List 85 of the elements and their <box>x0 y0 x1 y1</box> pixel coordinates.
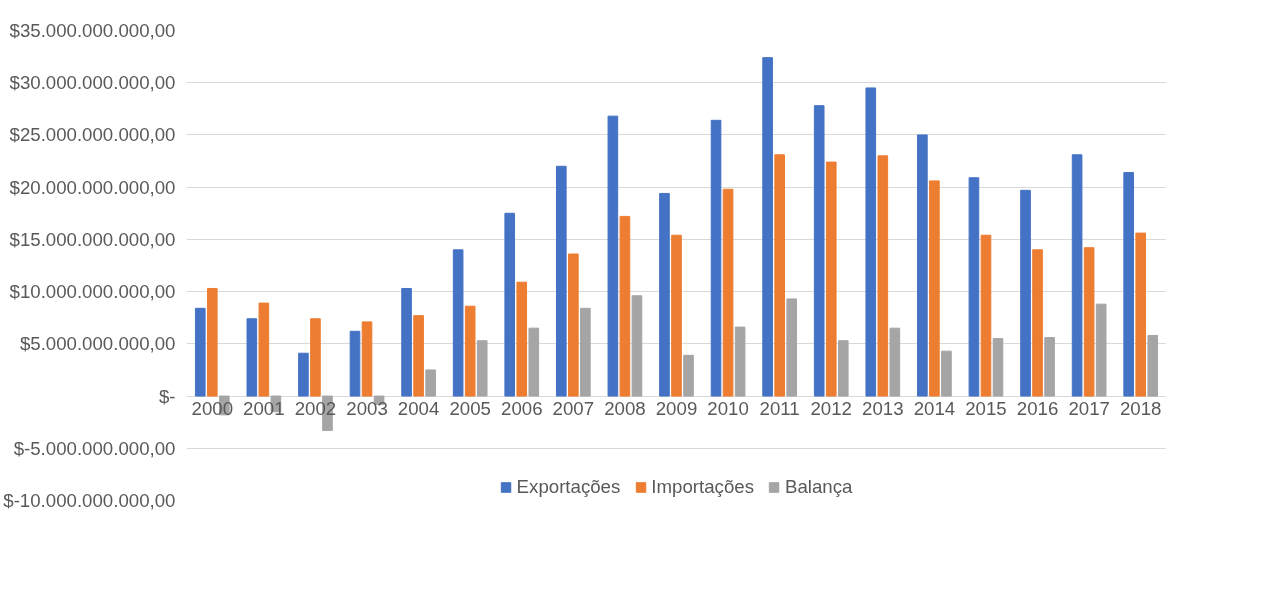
bar <box>1083 247 1095 397</box>
bar <box>968 177 980 397</box>
bar <box>929 180 940 397</box>
x-tick-label: 2017 <box>1068 398 1110 420</box>
y-tick-label: $20.000.000.000,00 <box>9 176 176 198</box>
bar <box>671 234 682 397</box>
bar <box>349 330 361 397</box>
bar <box>917 134 928 397</box>
bar <box>206 287 218 397</box>
x-tick-label: 2009 <box>655 398 698 420</box>
legend-label: Exportações <box>516 476 621 498</box>
legend-label: Balança <box>784 476 853 498</box>
bar <box>631 295 643 397</box>
legend-label: Importações <box>651 476 754 498</box>
bar <box>476 340 488 397</box>
bar <box>774 154 785 397</box>
bar <box>298 352 309 397</box>
bar <box>865 87 877 397</box>
y-tick-label: $- <box>158 385 176 407</box>
bar <box>1135 232 1147 397</box>
x-tick-label: 2018 <box>1119 398 1162 420</box>
bar <box>1020 189 1031 397</box>
bar <box>980 234 992 397</box>
bar <box>452 249 464 397</box>
x-tick-label: 2003 <box>346 398 388 420</box>
bar <box>310 318 321 397</box>
x-tick-label: 2016 <box>1016 398 1059 420</box>
bar <box>659 192 670 397</box>
x-tick-label: 2001 <box>243 398 285 420</box>
x-tick-label: 2002 <box>294 398 337 420</box>
y-tick-label: $30.000.000.000,00 <box>9 72 176 94</box>
bar <box>401 287 412 397</box>
x-tick-label: 2010 <box>707 398 749 420</box>
bar <box>825 161 837 397</box>
x-tick-label: 2000 <box>191 398 234 420</box>
bar <box>413 315 424 397</box>
x-tick-label: 2014 <box>913 398 956 420</box>
x-tick-label: 2013 <box>862 398 904 420</box>
y-tick-label: $-10.000.000.000,00 <box>3 490 176 511</box>
bar <box>889 327 901 397</box>
bar <box>837 340 849 397</box>
bar <box>1032 249 1043 397</box>
y-tick-label: $10.000.000.000,00 <box>9 281 176 303</box>
bar <box>464 305 476 397</box>
x-tick-label: 2015 <box>965 398 1007 420</box>
bar <box>619 215 631 397</box>
bar <box>580 307 591 397</box>
bar <box>555 165 567 397</box>
y-tick-label: $5.000.000.000,00 <box>19 333 176 355</box>
bar <box>568 253 579 397</box>
bar <box>516 281 528 397</box>
bar <box>361 321 373 397</box>
bar <box>1044 337 1055 397</box>
bar <box>528 327 540 397</box>
y-tick-label: $-5.000.000.000,00 <box>13 437 176 459</box>
x-tick-label: 2012 <box>810 398 852 420</box>
bar <box>607 115 619 397</box>
bar <box>1147 334 1159 397</box>
bar <box>813 105 825 397</box>
bar <box>710 119 722 397</box>
x-tick-label: 2005 <box>449 398 491 420</box>
bar <box>504 212 516 397</box>
bar <box>1095 303 1107 397</box>
x-tick-label: 2011 <box>759 398 800 420</box>
y-tick-label: $35.000.000.000,00 <box>9 20 176 41</box>
x-tick-label: 2004 <box>397 398 440 420</box>
bar <box>722 188 734 397</box>
bar <box>941 350 952 397</box>
bar <box>1123 172 1134 397</box>
bar <box>734 326 746 397</box>
y-tick-label: $15.000.000.000,00 <box>9 228 176 250</box>
x-tick-label: 2006 <box>501 398 543 420</box>
bar <box>194 307 206 397</box>
bar <box>1071 154 1083 397</box>
x-tick-label: 2007 <box>552 398 595 420</box>
bar <box>762 57 773 397</box>
bar <box>425 369 436 397</box>
bar <box>992 338 1004 397</box>
bar <box>683 354 694 397</box>
x-tick-label: 2008 <box>604 398 646 420</box>
bar <box>246 318 258 397</box>
bar <box>877 155 889 397</box>
bar <box>786 298 798 397</box>
y-tick-label: $25.000.000.000,00 <box>9 124 176 146</box>
bar <box>258 302 270 397</box>
